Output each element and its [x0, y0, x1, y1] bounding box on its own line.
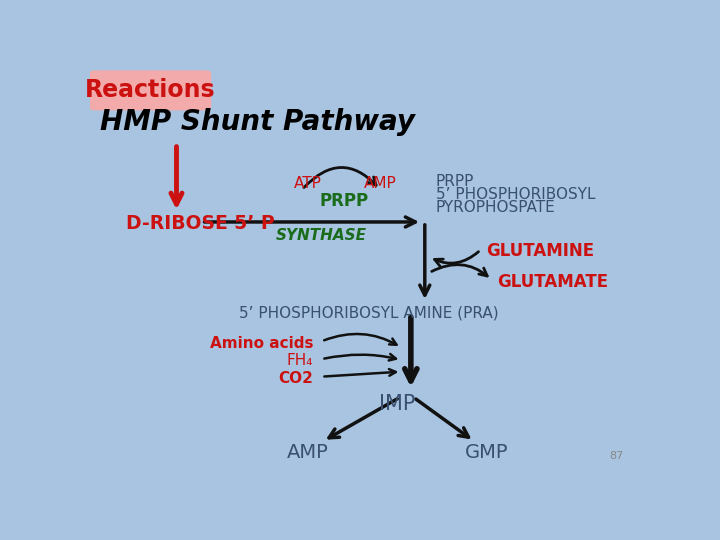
- Text: GMP: GMP: [464, 443, 508, 462]
- Text: SYNTHASE: SYNTHASE: [276, 228, 367, 243]
- Text: FH₄: FH₄: [287, 353, 313, 368]
- Text: PRPP: PRPP: [436, 174, 474, 188]
- Text: CO2: CO2: [279, 371, 313, 386]
- Text: IMP: IMP: [379, 394, 415, 414]
- Text: GLUTAMINE: GLUTAMINE: [486, 242, 594, 260]
- Text: PYROPHOSPATE: PYROPHOSPATE: [436, 200, 556, 215]
- Text: D-RIBOSE 5’ P: D-RIBOSE 5’ P: [126, 214, 275, 233]
- Text: GLUTAMATE: GLUTAMATE: [498, 273, 608, 291]
- Text: Reactions: Reactions: [85, 78, 215, 102]
- Text: AMP: AMP: [364, 176, 397, 191]
- FancyBboxPatch shape: [90, 71, 210, 110]
- Text: Amino acids: Amino acids: [210, 336, 313, 351]
- Text: PRPP: PRPP: [320, 192, 369, 210]
- Text: 87: 87: [609, 451, 624, 462]
- Text: HMP Shunt Pathway: HMP Shunt Pathway: [100, 108, 415, 136]
- Text: ATP: ATP: [294, 176, 322, 191]
- Text: AMP: AMP: [287, 443, 328, 462]
- Text: 5’ PHOSPHORIBOSYL: 5’ PHOSPHORIBOSYL: [436, 187, 595, 202]
- Text: 5’ PHOSPHORIBOSYL AMINE (PRA): 5’ PHOSPHORIBOSYL AMINE (PRA): [239, 305, 499, 320]
